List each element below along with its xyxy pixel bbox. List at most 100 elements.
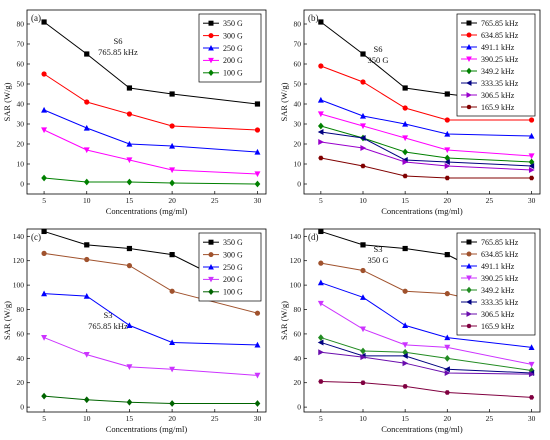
x-tick-label: 20: [444, 196, 452, 205]
data-point: [317, 111, 324, 118]
data-point: [169, 123, 175, 129]
data-point: [444, 252, 450, 258]
data-point: [444, 291, 450, 297]
legend-entry: 491.1 kHz: [481, 262, 515, 271]
data-point: [126, 322, 133, 328]
data-point: [126, 398, 133, 406]
y-axis-label: SAR (W/g): [279, 301, 289, 340]
legend-entry: 634.85 kHz: [481, 250, 519, 259]
data-point: [126, 85, 133, 91]
data-point: [126, 111, 133, 117]
y-tick-label: 60: [17, 60, 25, 69]
legend-entry: 200 G: [223, 275, 243, 284]
legend-swatch-marker: [208, 33, 214, 39]
data-point: [360, 51, 366, 57]
x-tick-label: 5: [42, 196, 46, 205]
data-point: [528, 175, 535, 181]
data-point: [528, 344, 535, 350]
y-tick-label: 70: [294, 40, 302, 49]
y-tick-label: 0: [20, 403, 24, 412]
y-tick-label: 10: [294, 160, 302, 169]
legend-swatch-marker: [466, 92, 472, 98]
data-point: [126, 157, 133, 164]
data-point: [359, 135, 366, 141]
data-point: [318, 228, 324, 235]
data-point: [254, 148, 261, 155]
legend-swatch-marker: [208, 288, 214, 296]
series-7: [318, 349, 535, 378]
data-point: [402, 342, 409, 349]
data-point: [528, 371, 535, 378]
data-point: [402, 135, 409, 142]
legend-box: [456, 13, 536, 117]
x-tick-label: 10: [83, 196, 91, 205]
legend-entry: 250 G: [223, 44, 243, 53]
x-tick-label: 10: [83, 414, 91, 423]
legend-entry: 306.5 kHz: [481, 310, 515, 319]
y-tick-label: 120: [13, 256, 25, 265]
x-tick-label: 30: [254, 414, 262, 423]
series-2: [318, 63, 535, 123]
chart-panel-2: 5 10 15 20 25 30 0 10 20 30 40 50 60 70 80 Concentratio…: [279, 9, 541, 216]
x-tick-label: 25: [486, 414, 494, 423]
data-point: [528, 163, 535, 169]
data-point: [444, 344, 451, 351]
y-tick-label: 30: [17, 120, 25, 129]
legend-entry: 306.5 kHz: [481, 91, 515, 100]
chart-panel-1: 5 10 15 20 25 30 0 10 20 30 40 50 60 70 80 Concentratio…: [2, 9, 267, 216]
x-tick-label: 30: [528, 414, 536, 423]
y-tick-label: 0: [20, 180, 24, 189]
data-point: [444, 159, 450, 165]
data-point: [84, 256, 90, 263]
legend-swatch-marker: [466, 44, 472, 50]
x-tick-label: 15: [126, 414, 134, 423]
y-tick-label: 60: [17, 329, 25, 338]
legend-entry: 200 G: [223, 56, 243, 65]
sample-annotation: 350 G: [367, 55, 388, 65]
legend-swatch-marker: [466, 251, 472, 257]
series-6: [317, 129, 535, 169]
y-tick-label: 40: [17, 100, 25, 109]
y-tick-label: 20: [17, 140, 25, 149]
series-5: [41, 174, 261, 188]
data-point: [169, 179, 175, 187]
panel-label: (c): [31, 232, 41, 242]
legend-swatch-marker: [466, 56, 472, 62]
data-point: [41, 290, 48, 297]
data-point: [41, 19, 47, 25]
legend-entry: 300 G: [223, 31, 243, 40]
y-tick-label: 100: [13, 281, 25, 290]
x-tick-label: 25: [211, 196, 219, 205]
data-point: [254, 400, 261, 407]
legend-entry: 333.35 kHz: [481, 79, 519, 88]
series-line: [43, 129, 258, 175]
legend-entry: 165.9 kHz: [481, 322, 515, 331]
series-line: [43, 73, 258, 131]
x-tick-label: 20: [168, 196, 176, 205]
sample-annotation: S6: [374, 44, 383, 54]
data-point: [402, 173, 408, 179]
data-point: [83, 292, 90, 299]
plot-frame: [303, 228, 541, 413]
y-tick-label: 70: [17, 40, 25, 49]
legend-swatch-marker: [466, 275, 472, 281]
data-point: [83, 147, 90, 154]
sample-annotation: S3: [374, 244, 383, 254]
legend-swatch-marker: [466, 263, 472, 269]
data-point: [254, 341, 261, 348]
data-point: [41, 250, 47, 256]
data-point: [318, 349, 324, 356]
legend-entry: 390.25 kHz: [481, 55, 519, 64]
series-line: [44, 395, 258, 404]
data-point: [254, 372, 261, 379]
data-point: [444, 154, 451, 162]
data-point: [317, 129, 324, 135]
y-tick-label: 80: [17, 305, 25, 314]
data-point: [126, 364, 133, 370]
legend-entry: 300 G: [223, 250, 243, 259]
data-point: [254, 127, 261, 133]
y-tick-label: 40: [294, 100, 302, 109]
data-point: [126, 178, 133, 186]
y-tick-label: 0: [297, 403, 301, 412]
data-point: [169, 366, 176, 373]
